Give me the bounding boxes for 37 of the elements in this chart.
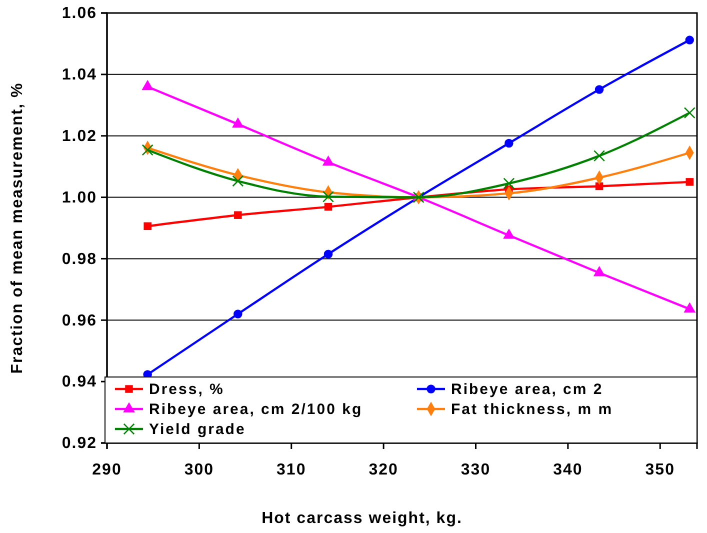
- legend-label: Fat thickness, m m: [451, 401, 614, 418]
- y-tick-label: 1.06: [62, 5, 97, 22]
- point: [685, 36, 694, 44]
- x-tick-label: 340: [553, 461, 583, 478]
- point: [324, 250, 333, 258]
- y-tick-label: 1.00: [62, 189, 97, 206]
- point: [234, 310, 242, 318]
- point: [594, 150, 606, 162]
- y-tick-label: 1.04: [62, 66, 97, 84]
- y-tick-label: 0.96: [62, 312, 97, 330]
- x-tick-label: 330: [460, 461, 491, 478]
- x-tick-label: 310: [276, 461, 306, 478]
- x-tick-label: 350: [645, 461, 675, 478]
- x-tick-label: 300: [184, 461, 214, 478]
- x-axis-title: Hot carcass weight, kg.: [262, 510, 462, 527]
- point: [324, 202, 332, 211]
- point: [142, 144, 154, 156]
- legend-label: Dress, %: [149, 381, 224, 398]
- point: [322, 190, 334, 202]
- y-axis-title: Fraction of mean measurement, %: [9, 82, 26, 374]
- point: [594, 85, 604, 94]
- point: [686, 178, 694, 186]
- y-tick-label: 1.02: [62, 128, 97, 145]
- legend-label: Ribeye area, cm 2/100 kg: [149, 401, 363, 418]
- y-tick-label: 0.92: [62, 435, 97, 452]
- x-tick-label: 320: [368, 461, 398, 478]
- legend-label: Yield grade: [149, 421, 246, 438]
- y-tick-label: 0.94: [62, 374, 97, 391]
- point: [232, 175, 244, 187]
- point: [234, 211, 242, 219]
- point: [504, 138, 514, 148]
- legend-label: Ribeye area, cm 2: [451, 381, 604, 398]
- point: [144, 222, 152, 230]
- point: [503, 178, 515, 190]
- y-tick-label: 0.98: [62, 250, 97, 268]
- point: [684, 107, 696, 119]
- x-tick-label: 290: [92, 461, 122, 478]
